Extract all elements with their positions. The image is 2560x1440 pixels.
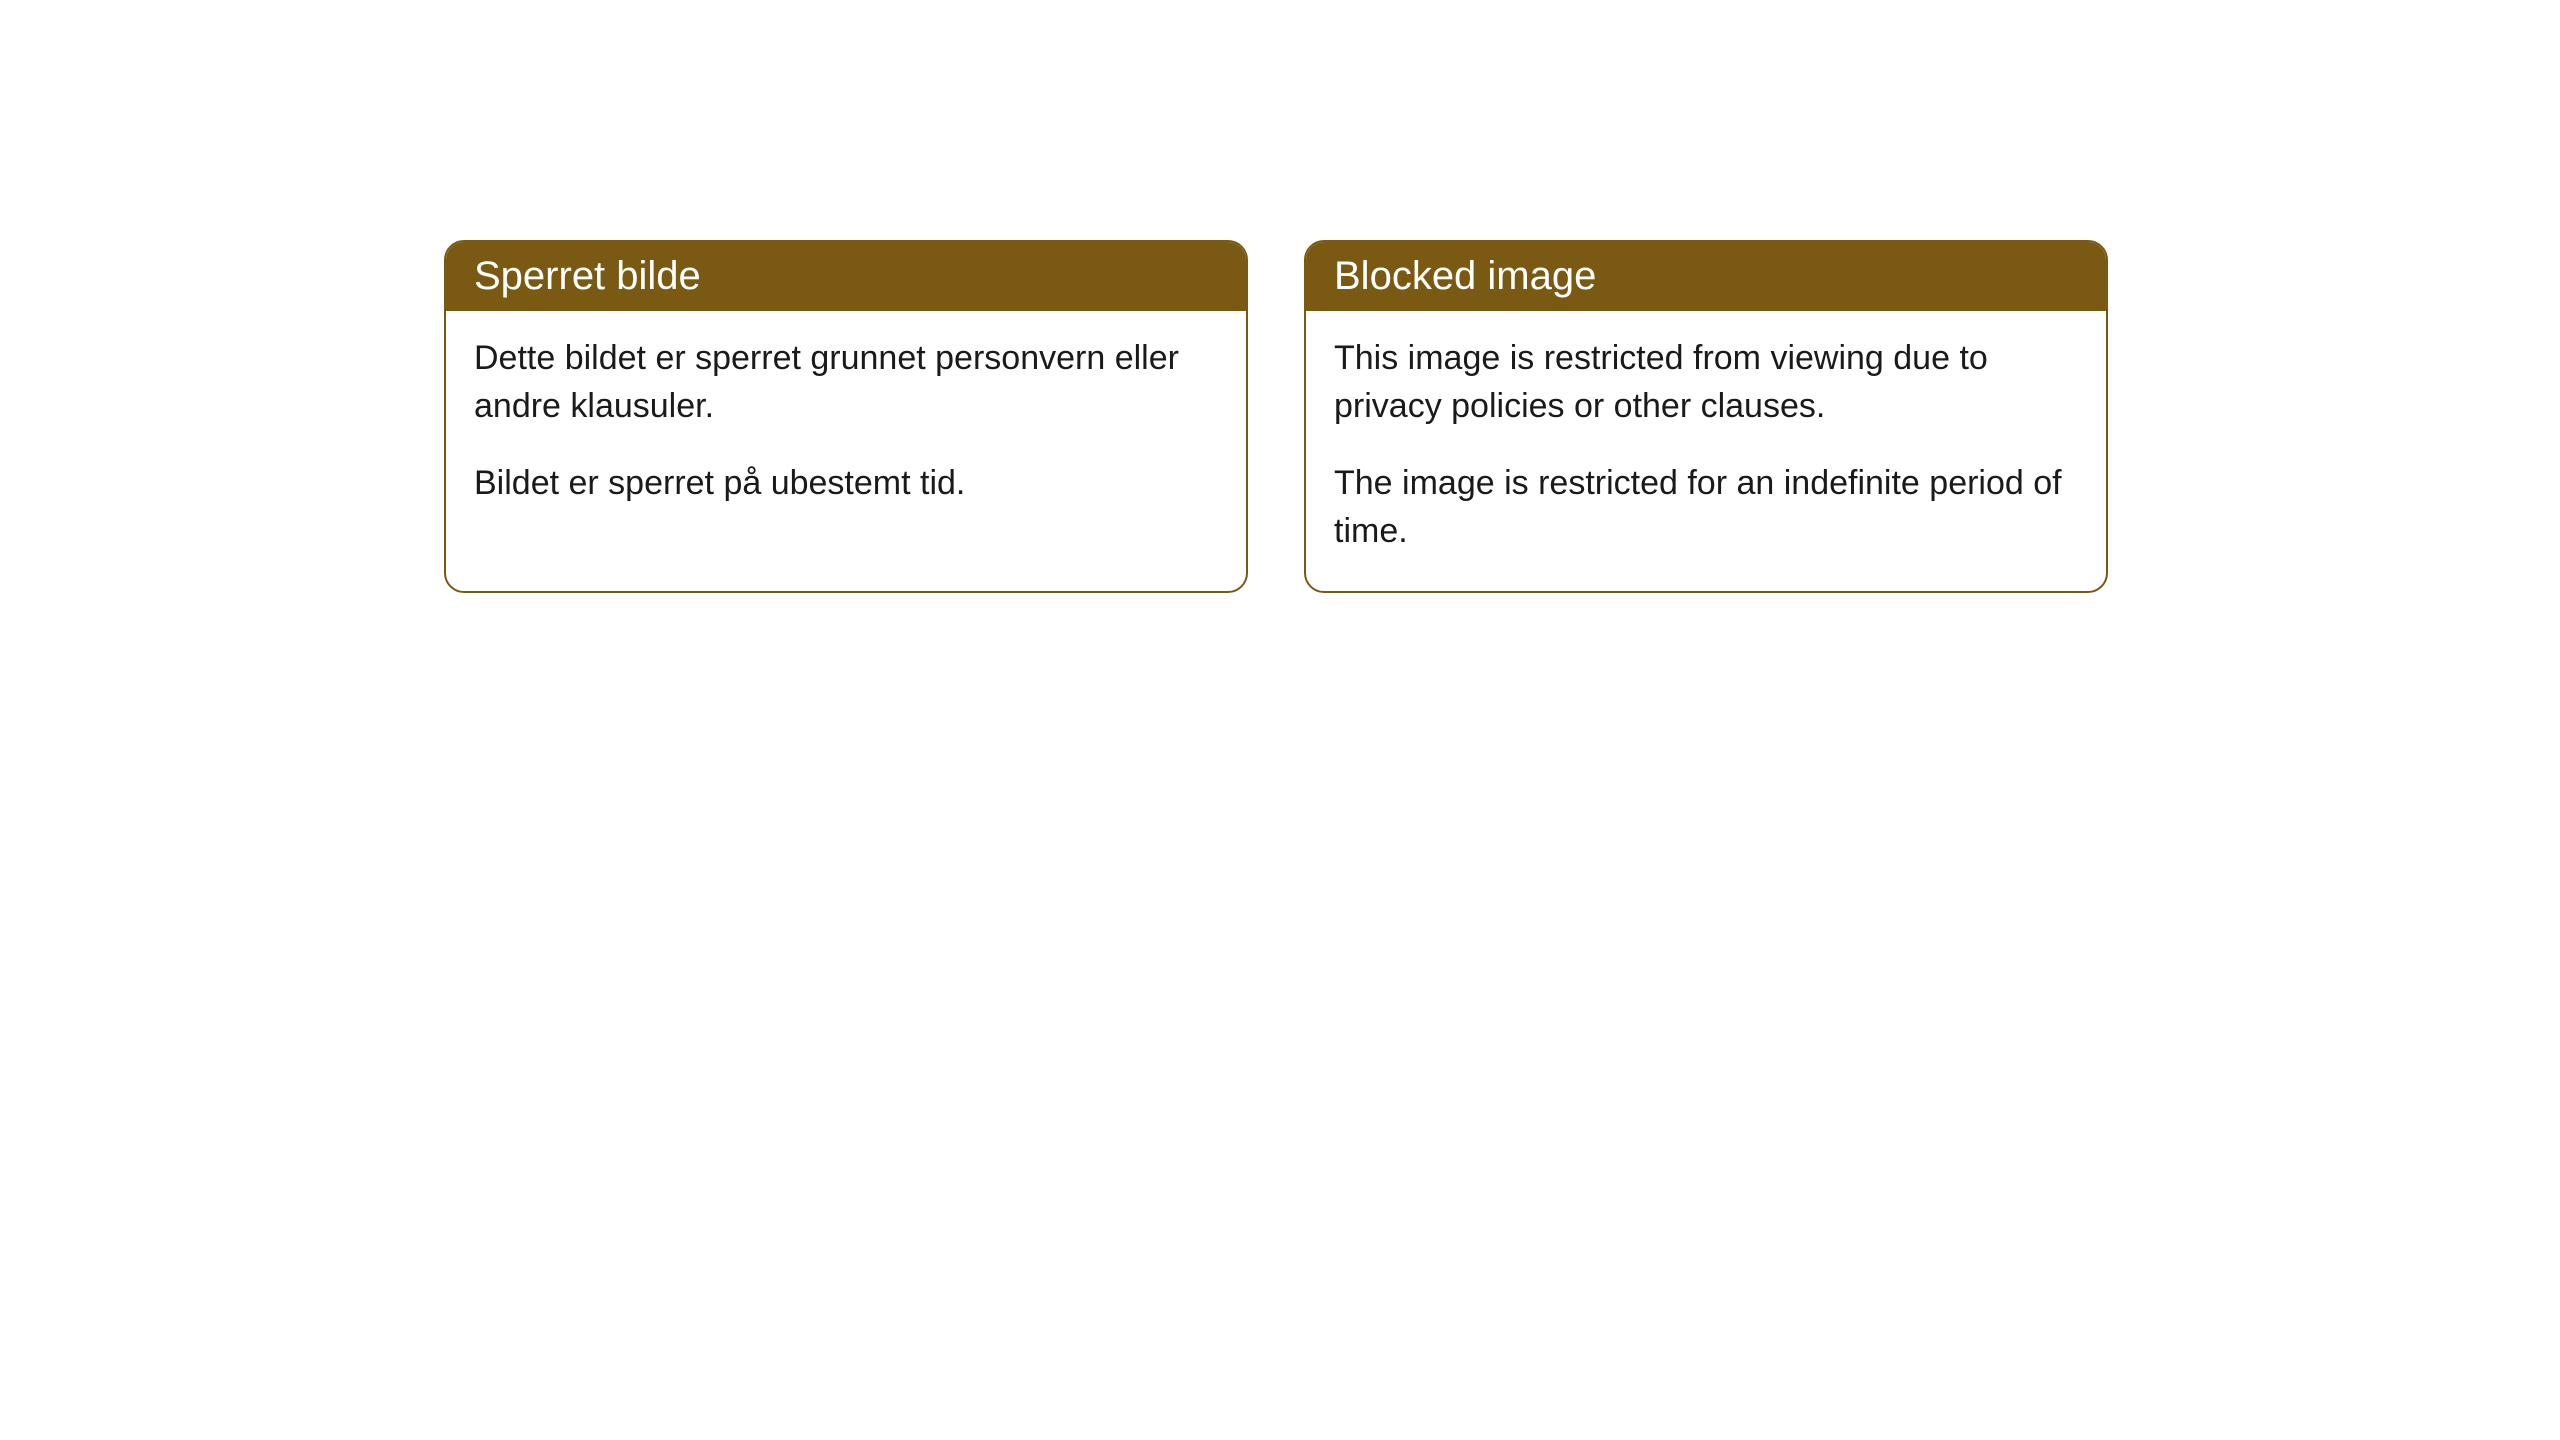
card-header: Sperret bilde: [446, 242, 1246, 311]
card-body: Dette bildet er sperret grunnet personve…: [446, 311, 1246, 544]
card-header: Blocked image: [1306, 242, 2106, 311]
notice-container: Sperret bilde Dette bildet er sperret gr…: [444, 240, 2108, 593]
card-paragraph-1: This image is restricted from viewing du…: [1334, 335, 2078, 430]
card-paragraph-1: Dette bildet er sperret grunnet personve…: [474, 335, 1218, 430]
card-title: Sperret bilde: [474, 254, 701, 298]
card-paragraph-2: The image is restricted for an indefinit…: [1334, 460, 2078, 555]
card-paragraph-2: Bildet er sperret på ubestemt tid.: [474, 460, 1218, 508]
blocked-image-card-norwegian: Sperret bilde Dette bildet er sperret gr…: [444, 240, 1248, 593]
blocked-image-card-english: Blocked image This image is restricted f…: [1304, 240, 2108, 593]
card-title: Blocked image: [1334, 254, 1596, 298]
card-body: This image is restricted from viewing du…: [1306, 311, 2106, 591]
